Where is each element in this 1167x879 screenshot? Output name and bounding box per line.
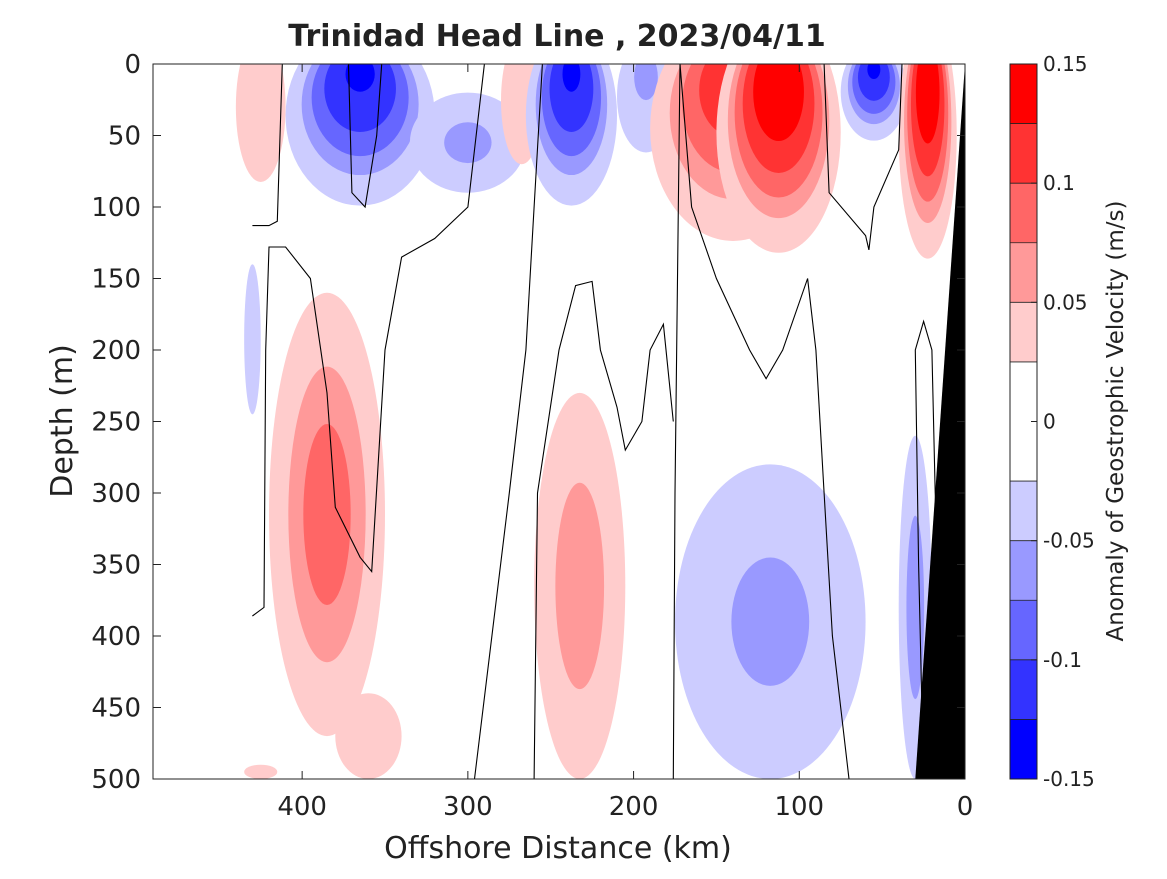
x-tick-label-3: 100	[774, 792, 824, 822]
x-axis-ticks: 400 300 200 100 0	[277, 64, 973, 822]
y-tick-label-8: 400	[91, 622, 141, 652]
zero-contour-4	[672, 64, 681, 779]
colorbar-tick-label-2: 0.05	[1043, 290, 1088, 314]
colorbar-segment-7	[1010, 540, 1037, 601]
colorbar-tick-label-3: 0	[1043, 410, 1056, 434]
colorbar-segment-3	[1010, 242, 1037, 303]
colorbar-tick-label-0: 0.15	[1043, 52, 1088, 76]
x-tick-label-4: 0	[957, 792, 974, 822]
contour-band-8-4	[867, 64, 881, 80]
contour-band-10-0	[244, 264, 261, 415]
colorbar-segment-6	[1010, 481, 1037, 541]
contour-band-4-4	[562, 64, 581, 92]
colorbar-segment-2	[1010, 183, 1037, 243]
colorbar-segment-10	[1010, 719, 1037, 779]
zero-contour-6	[679, 64, 850, 779]
contour-band-11-2	[303, 423, 351, 605]
contour-band-0-0	[235, 64, 286, 182]
contour-band-13-1	[731, 557, 810, 686]
x-axis-label: Offshore Distance (km)	[384, 831, 732, 866]
y-tick-label-7: 350	[91, 551, 141, 581]
y-axis-label: Depth (m)	[45, 344, 80, 498]
zero-contour-1	[347, 64, 383, 209]
velocity-feature-4	[525, 64, 617, 206]
colorbar-tick-label-1: 0.1	[1043, 171, 1075, 195]
colorbar-label: Anomaly of Geostrophic Velocity (m/s)	[1103, 201, 1129, 642]
contour-band-16-0	[244, 764, 278, 779]
colorbar-segment-1	[1010, 123, 1037, 184]
colorbar-segment-8	[1010, 600, 1037, 660]
velocity-feature-10	[244, 264, 261, 415]
contour-band-7-4	[753, 64, 804, 142]
contour-band-4-3	[549, 64, 594, 132]
seafloor-bathymetry	[915, 64, 965, 779]
y-tick-label-1: 50	[108, 122, 141, 152]
colorbar-segment-4	[1010, 302, 1037, 362]
y-tick-label-0: 0	[124, 50, 141, 80]
contour-band-5-1	[634, 64, 658, 101]
velocity-feature-2	[409, 92, 526, 193]
y-tick-label-4: 200	[91, 336, 141, 366]
zero-contour-layer	[252, 64, 946, 779]
velocity-feature-12	[534, 392, 626, 779]
colorbar-segment-9	[1010, 659, 1037, 720]
y-tick-label-3: 150	[91, 265, 141, 295]
velocity-feature-16	[244, 764, 278, 779]
y-tick-label-5: 250	[91, 408, 141, 438]
colorbar-tick-label-4: -0.05	[1043, 529, 1095, 553]
velocity-feature-15	[335, 693, 402, 779]
zero-contour-3	[473, 64, 543, 779]
colorbar-segment-0	[1010, 64, 1037, 124]
x-tick-label-0: 400	[277, 792, 327, 822]
contour-band-8-3	[857, 64, 890, 101]
velocity-feature-8	[840, 64, 907, 141]
velocity-feature-13	[675, 464, 866, 779]
zero-contour-7	[823, 64, 903, 251]
contour-band-14-1	[906, 515, 925, 700]
chart-title: Trinidad Head Line , 2023/04/11	[288, 19, 825, 54]
x-tick-label-2: 200	[609, 792, 659, 822]
y-tick-label-10: 500	[91, 765, 141, 795]
contour-band-9-4	[915, 64, 940, 144]
x-tick-label-1: 300	[443, 792, 493, 822]
colorbar-tick-label-5: -0.1	[1043, 648, 1082, 672]
colorbar-tick-label-6: -0.15	[1043, 767, 1095, 791]
velocity-feature-0	[235, 64, 286, 182]
zero-contour-0	[252, 64, 283, 227]
contour-band-12-1	[555, 482, 605, 690]
y-tick-label-2: 100	[91, 193, 141, 223]
y-tick-label-6: 300	[91, 479, 141, 509]
contour-band-15-0	[335, 693, 402, 779]
y-axis-ticks: 0 50 100 150 200 250 300 350 400 450 500	[91, 50, 965, 795]
contour-band-2-1	[444, 122, 492, 164]
velocity-feature-7	[716, 64, 841, 253]
contour-band-1-4	[345, 64, 375, 92]
colorbar-ticks: 0.15 0.1 0.05 0 -0.05 -0.1 -0.15	[1031, 52, 1095, 791]
velocity-field-layer	[235, 64, 957, 779]
zero-contour-2	[252, 64, 485, 617]
velocity-feature-11	[269, 292, 385, 737]
bathymetry-layer	[915, 64, 965, 779]
zero-contour-5	[533, 280, 674, 779]
velocity-feature-9	[898, 64, 957, 259]
y-tick-label-9: 450	[91, 694, 141, 724]
